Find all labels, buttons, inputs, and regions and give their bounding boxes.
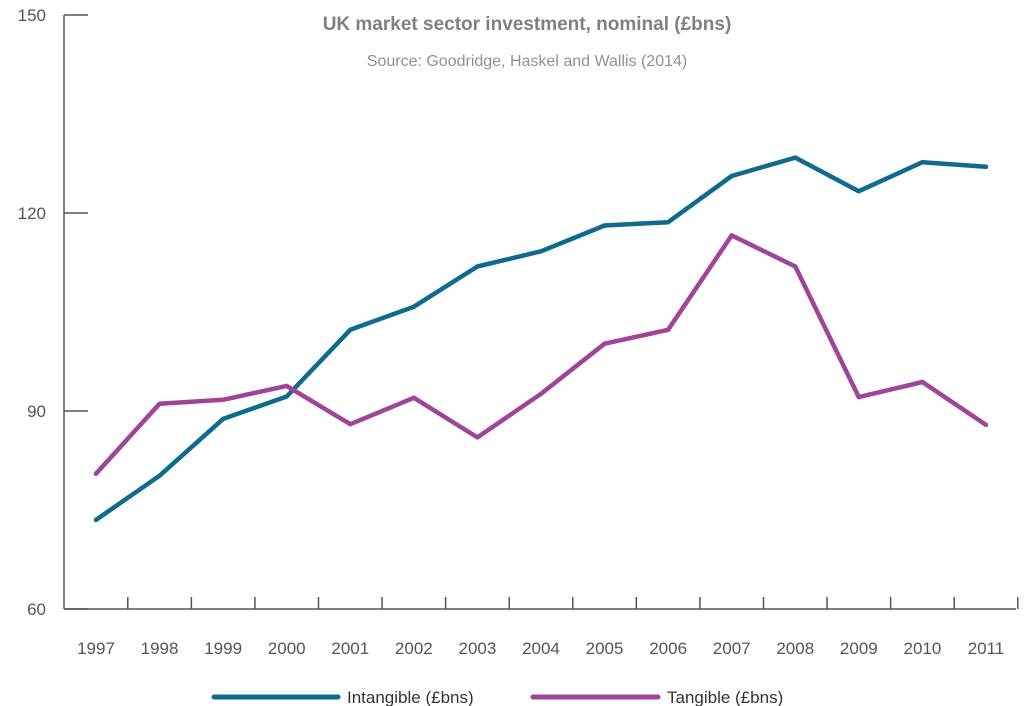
- y-tick-label: 60: [27, 600, 46, 619]
- x-tick-label: 2005: [586, 639, 624, 658]
- data-point-intangible-bns: [348, 327, 353, 333]
- data-point-intangible-bns: [475, 264, 480, 269]
- legend-label: Tangible (£bns): [667, 688, 783, 706]
- data-point-intangible-bns: [920, 159, 925, 165]
- series-line-tangible-bns: [93, 233, 989, 476]
- data-point-tangible-bns: [538, 391, 544, 397]
- data-point-tangible-bns: [920, 379, 925, 385]
- legend: Intangible (£bns) Tangible (£bns): [211, 688, 783, 706]
- x-tick-label: 2004: [522, 639, 560, 658]
- data-point-intangible-bns: [665, 220, 671, 225]
- data-point-intangible-bns: [856, 189, 862, 194]
- x-tick-label: 2002: [395, 639, 433, 658]
- x-tick-label: 2010: [903, 639, 941, 658]
- series-line-intangible-bns: [93, 155, 989, 523]
- data-point-intangible-bns: [983, 164, 989, 169]
- data-point-tangible-bns: [157, 401, 162, 406]
- data-point-tangible-bns: [729, 233, 734, 238]
- y-tick-label: 150: [18, 6, 46, 25]
- axes: 60 90 120 150 1997 1998 1999 2000 2001 2002 2003 20…: [18, 6, 1019, 658]
- data-point-tangible-bns: [602, 341, 607, 346]
- data-point-tangible-bns: [348, 422, 353, 427]
- x-tick-label: 1997: [77, 639, 115, 658]
- data-point-intangible-bns: [284, 394, 289, 399]
- data-point-intangible-bns: [538, 249, 544, 254]
- chart-subtitle: Source: Goodridge, Haskel and Wallis (20…: [367, 53, 687, 70]
- series-layer: [93, 155, 989, 523]
- data-point-tangible-bns: [220, 397, 226, 402]
- data-point-tangible-bns: [284, 383, 289, 389]
- x-tick-label: 2011: [968, 639, 1005, 658]
- y-tick-label: 90: [27, 402, 46, 421]
- x-tick-label: 2008: [776, 639, 814, 658]
- data-point-tangible-bns: [793, 264, 798, 269]
- data-point-intangible-bns: [220, 416, 226, 422]
- data-point-tangible-bns: [983, 422, 989, 428]
- data-point-tangible-bns: [665, 327, 671, 333]
- x-tick-label: 2001: [331, 639, 369, 658]
- x-tick-label: 1998: [141, 639, 179, 658]
- data-point-tangible-bns: [856, 394, 862, 400]
- data-point-tangible-bns: [93, 471, 99, 476]
- x-tick-label: 1999: [204, 639, 242, 658]
- data-point-tangible-bns: [411, 395, 417, 400]
- chart-title: UK market sector investment, nominal (£b…: [323, 14, 732, 35]
- y-tick-label: 120: [18, 204, 46, 223]
- data-point-intangible-bns: [602, 223, 607, 228]
- data-point-intangible-bns: [93, 517, 99, 523]
- x-tick-label: 2000: [268, 639, 306, 658]
- x-tick-label: 2003: [459, 639, 497, 658]
- x-tick-label: 2007: [713, 639, 751, 658]
- data-point-intangible-bns: [793, 155, 798, 160]
- data-point-intangible-bns: [411, 304, 417, 309]
- data-point-intangible-bns: [729, 173, 734, 179]
- data-point-intangible-bns: [157, 473, 162, 478]
- data-point-tangible-bns: [475, 435, 480, 440]
- x-tick-label: 2009: [840, 639, 878, 658]
- x-tick-label: 2006: [649, 639, 687, 658]
- legend-label: Intangible (£bns): [347, 688, 474, 706]
